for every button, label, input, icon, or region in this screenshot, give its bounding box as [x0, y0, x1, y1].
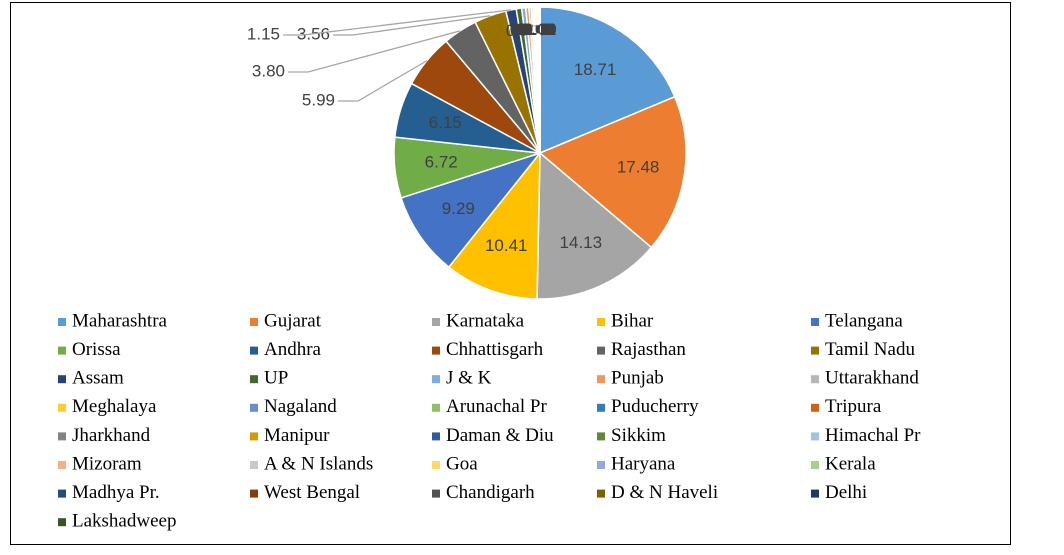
leader-line [283, 9, 512, 36]
legend-label: Bihar [611, 310, 654, 331]
legend-swatch [250, 489, 258, 498]
legend-swatch [597, 318, 605, 326]
data-label: 6.72 [425, 153, 458, 172]
legend-label: Rajasthan [611, 339, 686, 360]
legend-swatch [432, 461, 440, 469]
legend-label: Kerala [825, 453, 876, 474]
legend-swatch [432, 375, 440, 384]
pie-slice [400, 151, 543, 269]
legend-label: Orissa [72, 339, 121, 360]
legend-label: Manipur [264, 425, 330, 446]
legend-label: West Bengal [264, 482, 360, 503]
legend-label: Puducherry [611, 396, 699, 417]
legend-swatch [432, 489, 440, 498]
legend-swatch [597, 489, 605, 498]
legend-label: Andhra [264, 339, 322, 360]
legend-label: Meghalaya [72, 396, 157, 417]
legend-swatch [58, 346, 66, 355]
legend-label: UP [264, 368, 288, 389]
legend-swatch [58, 489, 66, 498]
legend-swatch [58, 403, 66, 412]
legend-label: Chhattisgarh [446, 339, 544, 360]
legend-swatch [250, 432, 258, 441]
legend-swatch [811, 318, 819, 326]
legend-swatch [597, 432, 605, 441]
legend-label: Karnataka [446, 310, 525, 331]
data-label: 14.13 [560, 233, 603, 252]
legend-label: Daman & Diu [446, 425, 554, 446]
legend-label: D & N Haveli [611, 482, 718, 503]
legend-swatch [597, 461, 605, 469]
legend-label: J & K [446, 368, 492, 389]
legend-label: Tamil Nadu [825, 339, 915, 360]
legend-label: Telangana [825, 310, 903, 331]
legend-swatch [811, 346, 819, 355]
data-label: 1.15 [247, 24, 280, 43]
data-label: 6.15 [429, 113, 462, 132]
legend-swatch [250, 346, 258, 355]
leader-line [288, 30, 461, 73]
pie-slice [447, 150, 541, 300]
legend-swatch [811, 432, 819, 441]
legend-swatch [432, 432, 440, 441]
legend-label: Punjab [611, 368, 664, 389]
pie-slice [539, 6, 676, 155]
legend-label: Arunachal Pr [446, 396, 547, 417]
legend-label: Delhi [825, 482, 867, 503]
legend-swatch [432, 403, 440, 412]
legend-label: Goa [446, 453, 478, 474]
legend-swatch [597, 375, 605, 384]
pie-slice [538, 95, 687, 249]
legend-swatch [58, 461, 66, 469]
legend-swatch [58, 518, 66, 527]
legend-swatch [811, 489, 819, 498]
legend-label: Maharashtra [72, 310, 168, 331]
legend-label: Lakshadweep [72, 511, 176, 532]
legend-label: Sikkim [611, 425, 666, 446]
legend-swatch [250, 403, 258, 412]
legend-swatch [58, 318, 66, 326]
pie-slice [536, 151, 653, 300]
data-label: 0.00 [523, 20, 556, 39]
legend-swatch [250, 461, 258, 469]
legend-swatch [811, 375, 819, 384]
legend-label: A & N Islands [264, 453, 373, 474]
legend-swatch [811, 461, 819, 469]
legend-label: Mizoram [72, 453, 142, 474]
legend-label: Tripura [825, 396, 882, 417]
data-label: 3.80 [252, 61, 285, 80]
leader-line [333, 15, 491, 36]
legend-label: Nagaland [264, 396, 337, 417]
legend-label: Gujarat [264, 310, 322, 331]
legend-label: Chandigarh [446, 482, 535, 503]
legend-swatch [58, 432, 66, 441]
legend-swatch [811, 403, 819, 412]
legend-label: Himachal Pr [825, 425, 921, 446]
legend-label: Haryana [611, 453, 676, 474]
legend-label: Uttarakhand [825, 368, 919, 389]
legend-swatch [58, 375, 66, 384]
legend-label: Jharkhand [72, 425, 151, 446]
legend-label: Assam [72, 368, 124, 389]
legend-label: Madhya Pr. [72, 482, 160, 503]
data-label: 18.71 [574, 60, 617, 79]
legend-swatch [250, 375, 258, 384]
legend-swatch [432, 346, 440, 355]
legend-swatch [597, 346, 605, 355]
legend-swatch [432, 318, 440, 326]
data-label: 10.41 [485, 236, 528, 255]
legend-swatch [597, 403, 605, 412]
legend-swatch [250, 318, 258, 326]
data-label: 5.99 [302, 90, 335, 109]
leader-line [338, 60, 428, 102]
data-label: 9.29 [442, 199, 475, 218]
data-label: 17.48 [617, 158, 660, 177]
